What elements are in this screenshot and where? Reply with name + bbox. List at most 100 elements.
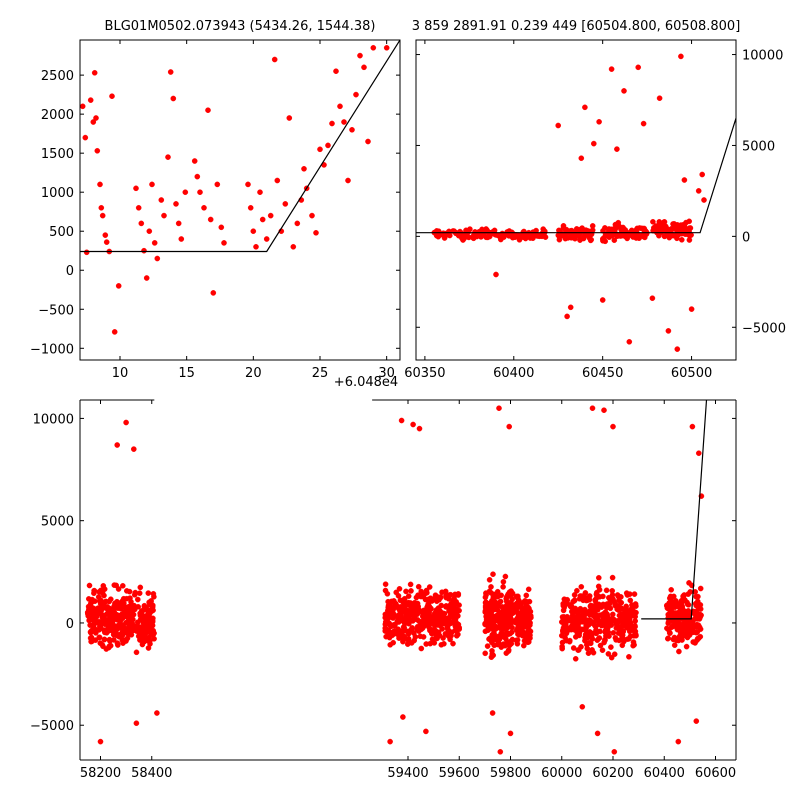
data-point: [499, 604, 505, 610]
data-point: [571, 592, 578, 598]
data-point: [694, 637, 700, 644]
data-point: [130, 446, 137, 452]
x-offset-label: +6.048e4: [334, 375, 398, 390]
data-point: [97, 640, 104, 646]
data-point: [437, 613, 444, 619]
data-point: [522, 620, 529, 627]
data-point: [128, 632, 135, 638]
data-point: [143, 275, 150, 281]
data-point: [587, 608, 593, 614]
panel-top-left: 10 15 20 25 30 −1000 −500 0 500 1000 1500 2000 2500: [30, 39, 401, 381]
data-point: [423, 641, 430, 647]
data-point: [437, 595, 444, 601]
x-tick-label: 59800: [490, 766, 531, 781]
data-point: [674, 626, 681, 633]
data-point: [594, 730, 601, 737]
data-point: [114, 598, 120, 605]
data-point: [525, 586, 532, 593]
data-point: [560, 615, 567, 622]
data-point: [576, 596, 583, 602]
data-point: [516, 624, 523, 631]
data-point: [505, 622, 512, 629]
data-point: [610, 630, 617, 636]
data-point: [590, 649, 597, 656]
data-point: [91, 587, 98, 594]
data-point: [210, 290, 217, 296]
data-point: [627, 591, 633, 597]
data-point: [101, 592, 107, 599]
y-tick-label: 5000: [41, 515, 74, 530]
data-point: [111, 637, 117, 643]
data-point: [674, 346, 681, 352]
data-point: [271, 56, 278, 63]
data-point: [393, 589, 400, 596]
x-tick-label: 60500: [671, 366, 712, 381]
data-point: [341, 119, 347, 125]
data-point: [201, 204, 207, 211]
data-point: [596, 601, 602, 608]
data-point: [401, 633, 408, 640]
data-point: [96, 589, 102, 595]
data-point: [555, 122, 562, 129]
data-point: [596, 635, 602, 642]
y-tick-label: 0: [66, 264, 74, 279]
data-point: [679, 236, 685, 243]
data-point: [582, 104, 588, 111]
data-point: [250, 228, 257, 234]
data-point: [259, 216, 266, 223]
y-tick-label: 5000: [742, 139, 775, 154]
data-point: [385, 598, 391, 605]
x-tick-label: 60000: [541, 766, 582, 781]
data-point: [93, 606, 100, 613]
data-point: [626, 338, 633, 345]
data-point: [111, 603, 117, 610]
data-point: [120, 583, 126, 589]
data-point: [572, 656, 579, 662]
data-point: [142, 606, 149, 613]
data-point: [697, 585, 704, 592]
data-point: [492, 604, 499, 610]
data-point: [500, 584, 506, 590]
data-point: [370, 45, 377, 51]
data-point: [353, 91, 359, 98]
data-point: [403, 588, 409, 595]
data-point: [567, 304, 574, 311]
data-point: [97, 738, 104, 745]
data-point: [497, 621, 503, 628]
data-point: [696, 450, 702, 457]
data-point: [91, 625, 98, 632]
data-point: [144, 629, 150, 636]
data-point: [505, 604, 511, 610]
data-point: [145, 590, 152, 596]
data-point: [599, 647, 606, 654]
data-point: [483, 602, 490, 609]
data-point: [661, 219, 667, 225]
data-point: [695, 593, 701, 600]
data-point: [387, 604, 393, 611]
data-point: [671, 623, 677, 629]
data-point: [99, 212, 106, 219]
data-point: [221, 240, 227, 246]
data-point: [191, 158, 198, 164]
data-point: [574, 608, 580, 615]
data-point: [135, 604, 141, 610]
data-point: [556, 236, 563, 243]
data-point: [570, 645, 577, 651]
data-point: [486, 614, 493, 621]
data-point: [493, 271, 499, 278]
data-point: [571, 618, 578, 625]
data-point: [586, 617, 593, 623]
data-point: [438, 642, 445, 648]
data-point: [608, 66, 615, 72]
data-point: [445, 615, 451, 622]
data-point: [670, 225, 677, 232]
data-point: [451, 595, 457, 602]
data-point: [521, 607, 528, 614]
data-point: [590, 603, 596, 609]
data-point: [681, 177, 688, 183]
data-point: [664, 605, 671, 611]
data-point: [337, 103, 343, 110]
title-left: BLG01M0502.073943 (5434.26, 1544.38): [105, 19, 376, 34]
data-point: [407, 600, 414, 606]
data-point: [684, 628, 691, 634]
